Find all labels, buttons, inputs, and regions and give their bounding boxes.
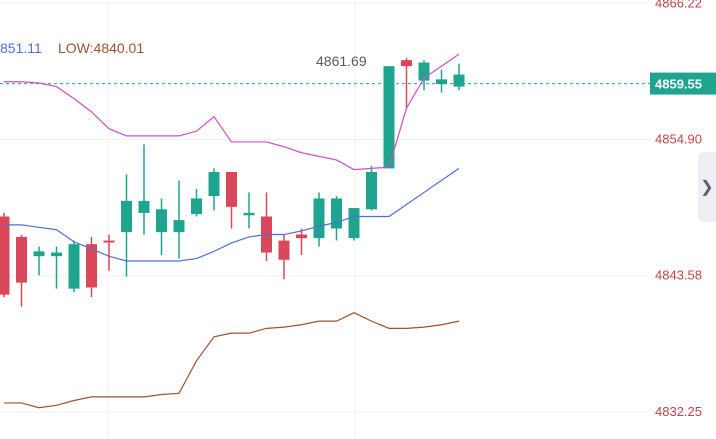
candle [138, 144, 150, 235]
candle-body [121, 200, 132, 233]
candle [261, 192, 272, 261]
candle-body [348, 208, 360, 239]
candle [0, 212, 10, 298]
y-tick-label: 4866.22 [655, 0, 702, 10]
candle-body [296, 234, 307, 239]
candle [173, 180, 185, 259]
candle [68, 240, 80, 293]
header-high-fragment: 851.11 [0, 40, 42, 56]
candle-body [401, 60, 412, 67]
candle [348, 208, 360, 241]
candle-body [86, 244, 97, 288]
candle [278, 234, 290, 280]
candle [86, 236, 97, 298]
candle-body [173, 220, 185, 233]
candle-body [383, 66, 395, 169]
candle-body [278, 240, 290, 260]
candle [418, 60, 430, 91]
chevron-right-icon: ❯ [700, 179, 714, 196]
middle-band-line [4, 167, 460, 262]
candle [243, 192, 255, 229]
candle [331, 196, 342, 241]
candle-body [366, 171, 377, 210]
candle [121, 174, 132, 277]
expand-panel-button[interactable]: ❯ [698, 152, 716, 222]
lower-indicator-line [4, 312, 460, 409]
upper-band-line [4, 53, 460, 171]
candle-body [436, 79, 447, 85]
candle [453, 63, 465, 91]
header-low-label: LOW:4840.01 [58, 40, 144, 56]
candle-body [191, 198, 202, 215]
candle-body [0, 216, 10, 295]
candle-body [208, 171, 220, 197]
candle [16, 234, 27, 307]
candle [226, 171, 237, 229]
candle [103, 234, 115, 271]
candle [51, 246, 62, 289]
candle [313, 192, 325, 247]
candle [191, 188, 202, 217]
candle-body [138, 200, 150, 213]
candle-body [68, 244, 80, 289]
last-price-tag: 4859.55 [650, 72, 716, 95]
candle-body [33, 251, 45, 257]
candle-body [453, 74, 465, 87]
y-tick-label: 4854.90 [655, 132, 702, 147]
candle [401, 57, 412, 109]
candle-body [156, 209, 167, 233]
candle-body [226, 171, 237, 207]
y-tick-label: 4832.25 [655, 404, 702, 419]
candle [436, 69, 447, 93]
candle [33, 246, 45, 276]
candle [383, 66, 395, 169]
candle-body [331, 198, 342, 229]
svg-text:4859.55: 4859.55 [655, 77, 702, 92]
candle [156, 198, 167, 255]
candle-body [313, 198, 325, 239]
max-price-annotation: 4861.69 [316, 53, 367, 69]
candle-body [103, 240, 115, 243]
candle-body [418, 62, 430, 81]
candle [208, 168, 220, 211]
candle-body [16, 236, 27, 283]
candle-body [243, 212, 255, 216]
y-tick-label: 4843.58 [655, 268, 702, 283]
candle-body [51, 252, 62, 257]
candle [296, 228, 307, 255]
candle [366, 165, 377, 211]
